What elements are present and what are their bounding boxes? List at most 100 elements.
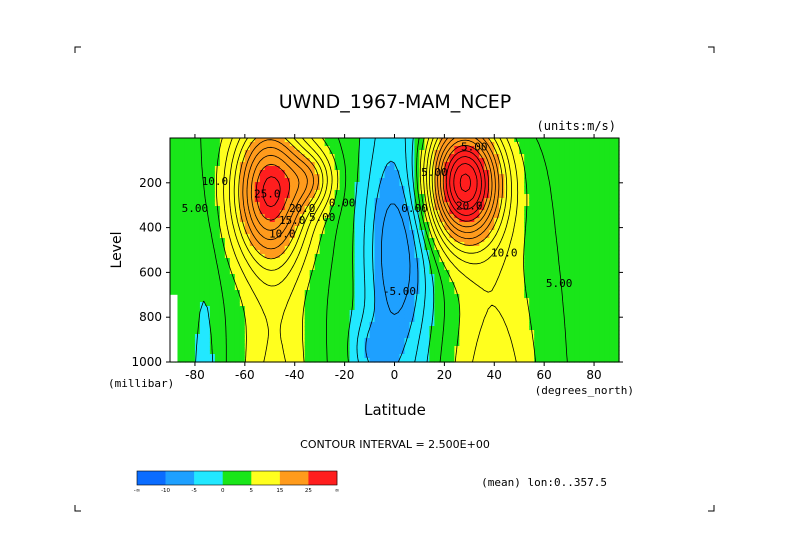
field-cell [564, 198, 570, 203]
field-cell [294, 222, 301, 227]
field-cell [409, 314, 416, 319]
field-cell [184, 234, 191, 239]
field-cell [609, 178, 615, 183]
field-cell [384, 218, 391, 223]
field-cell [589, 194, 595, 199]
field-cell [204, 250, 211, 255]
field-cell [224, 286, 231, 291]
field-cell [409, 274, 416, 279]
field-cell [214, 286, 221, 291]
field-cell [474, 146, 480, 151]
field-cell [344, 214, 351, 219]
field-cell [499, 170, 505, 175]
field-cell [174, 334, 181, 339]
field-cell [549, 342, 555, 347]
field-cell [359, 170, 366, 175]
field-cell [274, 146, 281, 151]
field-cell [499, 286, 505, 291]
field-cell [549, 186, 555, 191]
field-cell [219, 282, 226, 287]
field-cell [504, 158, 510, 163]
field-cell [554, 222, 560, 227]
field-cell [204, 242, 211, 247]
field-cell [209, 246, 216, 251]
field-cell [289, 350, 296, 355]
field-cell [509, 322, 515, 327]
field-cell [509, 138, 515, 143]
field-cell [319, 250, 326, 255]
field-cell [289, 338, 296, 343]
field-cell [584, 298, 590, 303]
field-cell [249, 350, 256, 355]
field-cell [539, 314, 545, 319]
field-cell [279, 186, 286, 191]
field-cell [434, 202, 440, 207]
field-cell [369, 346, 376, 351]
field-cell [514, 358, 520, 363]
field-cell [439, 210, 445, 215]
field-cell [214, 238, 221, 243]
field-cell [204, 310, 211, 315]
field-cell [349, 146, 356, 151]
field-cell [429, 262, 436, 267]
field-cell [489, 342, 495, 347]
field-cell [339, 326, 346, 331]
field-cell [429, 310, 436, 315]
field-cell [389, 270, 396, 275]
field-cell [444, 214, 450, 219]
field-cell [434, 278, 440, 283]
field-cell [269, 294, 276, 299]
field-cell [329, 222, 336, 227]
field-cell [469, 142, 475, 147]
field-cell [364, 210, 371, 215]
field-cell [229, 162, 236, 167]
field-cell [574, 214, 580, 219]
field-cell [524, 166, 530, 171]
field-cell [279, 146, 286, 151]
field-cell [419, 218, 426, 223]
field-cell [239, 310, 246, 315]
field-cell [259, 194, 266, 199]
field-cell [509, 230, 515, 235]
field-cell [209, 182, 216, 187]
field-cell [279, 242, 286, 247]
field-cell [489, 330, 495, 335]
field-cell [274, 314, 281, 319]
field-cell [434, 214, 440, 219]
field-cell [424, 274, 431, 279]
field-cell [244, 214, 251, 219]
field-cell [224, 166, 231, 171]
field-cell [429, 330, 436, 335]
field-cell [504, 166, 510, 171]
field-cell [319, 262, 326, 267]
field-cell [419, 294, 426, 299]
field-cell [334, 354, 341, 359]
field-cell [359, 330, 366, 335]
field-cell [239, 322, 246, 327]
field-cell [234, 210, 241, 215]
field-cell [394, 254, 401, 259]
field-cell [604, 322, 610, 327]
field-cell [599, 258, 605, 263]
field-cell [484, 162, 490, 167]
field-cell [534, 358, 540, 363]
field-cell [374, 154, 381, 159]
field-cell [394, 138, 401, 143]
field-cell [269, 142, 276, 147]
field-cell [604, 266, 610, 271]
field-cell [609, 174, 615, 179]
field-cell [289, 258, 296, 263]
field-cell [239, 318, 246, 323]
field-cell [579, 350, 585, 355]
field-cell [509, 350, 515, 355]
field-cell [599, 290, 605, 295]
field-cell [529, 334, 535, 339]
field-cell [319, 214, 326, 219]
field-cell [564, 314, 570, 319]
field-cell [244, 330, 251, 335]
field-cell [479, 202, 485, 207]
field-cell [264, 194, 271, 199]
field-cell [444, 154, 450, 159]
field-cell [214, 222, 221, 227]
field-cell [399, 270, 406, 275]
